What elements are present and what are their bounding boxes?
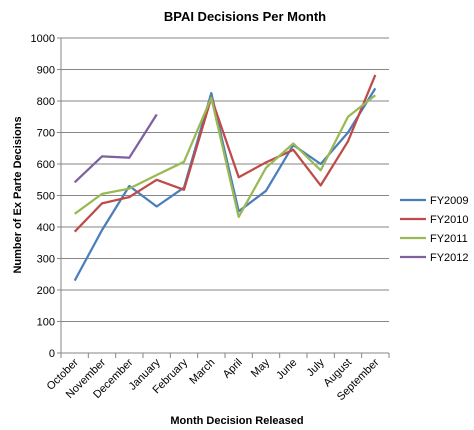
x-tick-label: March xyxy=(187,357,217,387)
chart-title: BPAI Decisions Per Month xyxy=(164,9,326,24)
legend-label: FY2009 xyxy=(430,195,469,207)
y-tick-labels: 0 100 200 300 400 500 600 700 800 900 1000 xyxy=(31,33,55,360)
x-tick-label: June xyxy=(274,357,299,382)
y-tick-label: 100 xyxy=(37,317,55,329)
x-tick-label: May xyxy=(249,356,273,380)
y-tick-label: 1000 xyxy=(31,33,55,45)
y-tick-label: 0 xyxy=(49,348,55,360)
y-tick-label: 400 xyxy=(37,222,55,234)
y-tick-label: 900 xyxy=(37,65,55,77)
legend-label: FY2010 xyxy=(430,214,469,226)
y-tick-label: 300 xyxy=(37,254,55,266)
series-line-fy2012 xyxy=(73,113,158,184)
y-tick-label: 700 xyxy=(37,128,55,140)
series-line-fy2011 xyxy=(74,94,376,219)
x-tick-label: July xyxy=(304,356,327,379)
axes xyxy=(57,37,390,358)
legend-label: FY2011 xyxy=(430,233,468,245)
y-tick-label: 600 xyxy=(37,159,55,171)
y-tick-label: 800 xyxy=(37,96,55,108)
y-tick-label: 200 xyxy=(37,285,55,297)
x-axis-title: Month Decision Released xyxy=(170,415,303,427)
y-tick-label: 500 xyxy=(37,191,55,203)
legend: FY2009 FY2010 FY2011 FY2012 xyxy=(400,195,469,264)
x-tick-label: April xyxy=(221,357,245,381)
gridlines xyxy=(61,37,389,322)
legend-label: FY2012 xyxy=(430,252,469,264)
series-lines xyxy=(73,74,377,282)
y-axis-title: Number of Ex Parte Decisions xyxy=(12,116,24,273)
series-line-fy2009 xyxy=(73,87,377,282)
x-tick-labels: OctoberNovemberDecemberJanuaryFebruaryMa… xyxy=(45,356,382,403)
series-line-fy2010 xyxy=(73,74,377,233)
